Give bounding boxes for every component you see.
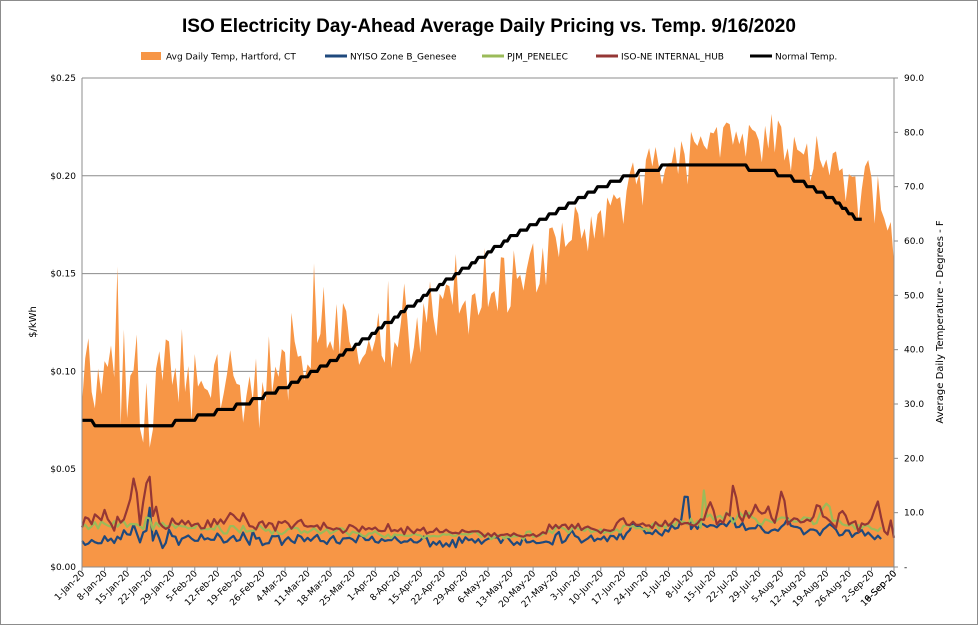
legend-label: Avg Daily Temp, Hartford, CT [166,53,296,63]
y2-tick-label: 90.0 [904,74,924,84]
y-tick-label: $0.25 [50,74,76,84]
y2-tick-label: 80.0 [904,128,924,138]
y2-tick-label: - [904,563,907,573]
legend-label: Normal Temp. [775,53,837,63]
chart-title: ISO Electricity Day-Ahead Average Daily … [182,16,796,37]
series-line-nyiso-zone-b-genesee [81,495,882,550]
x-axis-ticks: 1-Jan-208-Jan-2015-Jan-2022-Jan-2029-Jan… [53,567,899,610]
y2-tick-label: 60.0 [904,237,924,247]
y-axis-right-title: Average Daily Temperature - Degrees - F [935,220,946,424]
y-tick-label: $0.10 [50,367,76,377]
y-axis-left-ticks: $0.00 $0.05 $0.10 $0.15 $0.20 $0.25 [50,74,76,573]
series-line-iso-ne-internal-hub [80,475,896,539]
y2-tick-label: 40.0 [904,346,924,356]
y-axis-left-title: $/kWh [28,306,39,338]
y2-tick-label: 10.0 [904,509,924,519]
price-lines-layer [80,163,896,550]
legend-label: ISO-NE INTERNAL_HUB [621,53,724,63]
series-line-normal-temp- [82,163,862,428]
y-tick-label: $0.15 [50,270,76,280]
temp-area-layer [82,113,894,568]
y-tick-label: $0.20 [50,172,76,182]
legend-swatch-temp-area [141,52,161,60]
y2-tick-label: 30.0 [904,400,924,410]
y-tick-label: $0.00 [50,563,76,573]
y-axis-right-ticks: - 10.0 20.0 30.0 40.0 50.0 60.0 70.0 80.0 90.0 [894,74,924,573]
legend-label: NYISO Zone B_Genesee [350,53,457,63]
y-tick-label: $0.05 [50,465,76,475]
legend-label: PJM_PENELEC [507,53,568,63]
temp-area-series [82,113,894,568]
y2-tick-label: 70.0 [904,183,924,193]
y2-tick-label: 20.0 [904,454,924,464]
legend: Avg Daily Temp, Hartford, CT NYISO Zone B… [141,52,837,63]
y2-tick-label: 50.0 [904,291,924,301]
